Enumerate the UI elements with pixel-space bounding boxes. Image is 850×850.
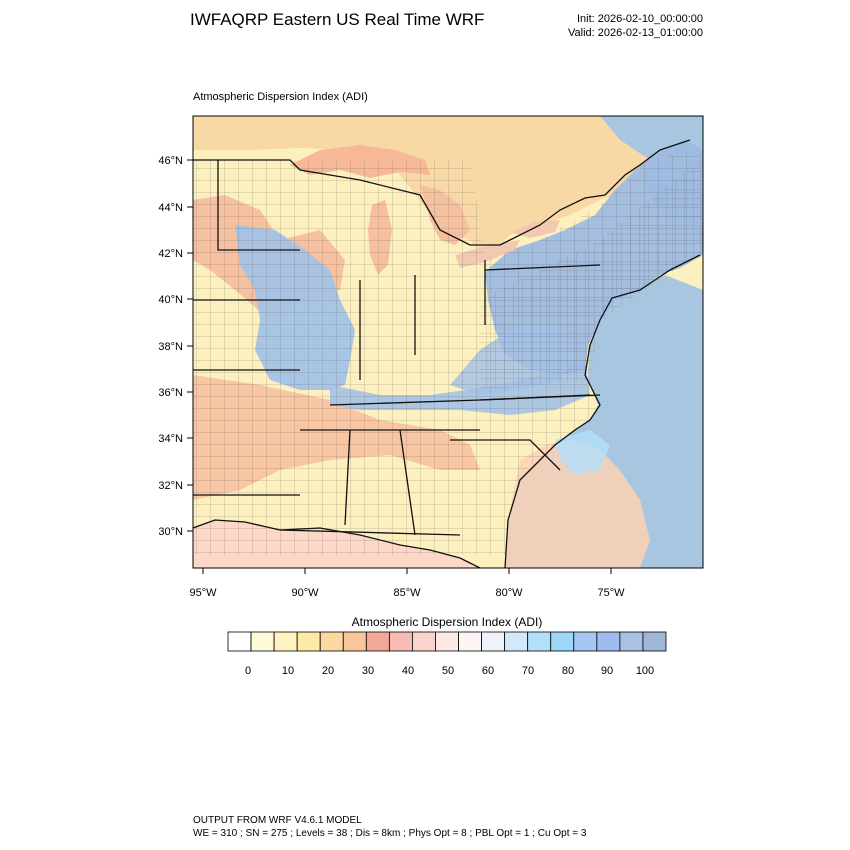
lon-label: 95°W [189, 587, 217, 599]
colorbar-tick-label: 40 [402, 665, 414, 677]
lat-ticks [187, 159, 193, 532]
colorbar-bin [458, 631, 482, 652]
border-fl [279, 529, 461, 536]
lat-label: 36°N [158, 387, 183, 399]
map-frame [192, 115, 704, 569]
lon-ticks [202, 568, 612, 574]
colorbar-bin [642, 631, 667, 652]
colorbar-bin [319, 631, 344, 652]
border-us-canada [193, 139, 691, 246]
valid-time: Valid: 2026-02-13_01:00:00 [568, 27, 703, 39]
lat-label: 30°N [158, 526, 183, 538]
colorbar-bin [388, 631, 413, 652]
state-boundaries [193, 139, 701, 568]
colorbar-bin [435, 631, 459, 652]
atlantic-warm [505, 440, 650, 568]
colorbar-tick-label: 80 [562, 665, 574, 677]
footer-model-line: OUTPUT FROM WRF V4.6.1 MODEL [193, 815, 362, 826]
colorbar-bin [481, 631, 506, 652]
footer-config-line: WE = 310 ; SN = 275 ; Levels = 38 ; Dis … [193, 828, 587, 839]
lat-label: 46°N [158, 155, 183, 167]
colorbar-labels: 0 10 20 30 40 50 60 70 80 90 100 [245, 665, 654, 677]
lon-labels: 95°W 90°W 85°W 80°W 75°W [189, 587, 625, 599]
colorbar-tick-label: 70 [522, 665, 534, 677]
lon-label: 75°W [597, 587, 625, 599]
border-ms-al [344, 429, 351, 526]
lon-label: 85°W [393, 587, 421, 599]
lat-label: 42°N [158, 248, 183, 260]
colorbar-bin [573, 631, 598, 652]
colorbar-bin [550, 631, 575, 652]
border-nc-sc [450, 439, 561, 471]
lon-label: 80°W [495, 587, 523, 599]
colorbar-bin [273, 631, 298, 652]
colorbar-bin [412, 631, 436, 652]
colorbar-bin [596, 631, 621, 652]
county-lines [193, 150, 703, 555]
border-mn-wi-ia [217, 160, 300, 251]
colorbar-bin [227, 631, 252, 652]
border-atlantic-coast [504, 254, 701, 568]
lat-label: 34°N [158, 433, 183, 445]
border-gulf-coast [193, 519, 481, 568]
lat-label: 40°N [158, 294, 183, 306]
map-field [193, 116, 703, 568]
colorbar-tick-label: 100 [636, 665, 654, 677]
border-va-nc [479, 394, 601, 401]
colorbar-bin [296, 631, 321, 652]
colorbar-tick-label: 90 [601, 665, 613, 677]
lon-label: 90°W [291, 587, 319, 599]
chart-title: IWFAQRP Eastern US Real Time WRF [190, 10, 485, 29]
colorbar-bin [619, 631, 644, 652]
colorbar-tick-label: 50 [442, 665, 454, 677]
lat-label: 38°N [158, 341, 183, 353]
lat-labels: 46°N 44°N 42°N 40°N 38°N 36°N 34°N 32°N … [158, 155, 183, 538]
lat-label: 44°N [158, 202, 183, 214]
init-time: Init: 2026-02-10_00:00:00 [577, 13, 703, 25]
county-lines-east [480, 160, 703, 390]
colorbar-tick-label: 30 [362, 665, 374, 677]
colorbar [227, 631, 667, 652]
colorbar-tick-label: 0 [245, 665, 251, 677]
colorbar-bin [250, 631, 275, 652]
border-al-ga [399, 429, 416, 536]
colorbar-bin [342, 631, 367, 652]
colorbar-bin [527, 631, 552, 652]
colorbar-tick-label: 10 [282, 665, 294, 677]
plot-label: Atmospheric Dispersion Index (ADI) [193, 91, 368, 103]
colorbar-tick-label: 20 [322, 665, 334, 677]
colorbar-title: Atmospheric Dispersion Index (ADI) [351, 615, 543, 629]
lat-label: 32°N [158, 480, 183, 492]
atlantic-cyan [555, 430, 610, 475]
border-pa-ny [484, 264, 601, 271]
colorbar-bin [504, 631, 529, 652]
colorbar-tick-label: 60 [482, 665, 494, 677]
colorbar-bin [365, 631, 390, 652]
